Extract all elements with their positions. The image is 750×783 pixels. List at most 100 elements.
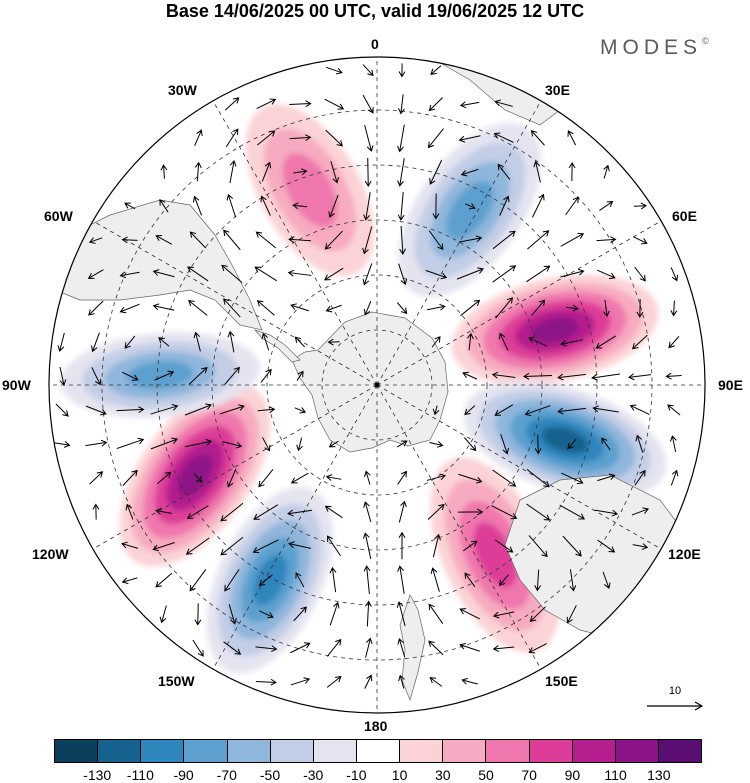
wind-arrow-icon [325,304,342,313]
wind-arrow-icon [427,303,446,311]
wind-arrow-icon [398,500,407,523]
wind-arrow-icon [362,532,372,559]
reference-arrow-icon [647,701,704,711]
wind-arrow-icon [222,441,243,449]
colorbar-tick-label: -130 [83,767,112,783]
wind-arrow-icon [396,601,406,627]
colorbar-swatch [98,740,142,762]
colorbar-swatch [615,740,659,762]
wind-arrow-icon [329,601,340,626]
wind-arrow-icon [155,572,173,588]
antarctica-landmass [291,311,449,453]
new-zealand-landmass [399,594,426,702]
wind-arrow-icon [252,539,279,554]
reference-vector-label: 10 [668,685,682,697]
wind-arrow-icon [427,503,445,520]
wind-arrow-icon [364,157,372,187]
wind-arrow-icon [116,437,145,450]
wind-arrow-icon [492,645,515,652]
wind-arrow-icon [599,201,614,211]
wind-arrow-icon [152,303,175,311]
wind-arrow-icon [566,605,577,624]
label-120e: 120E [668,546,701,562]
wind-arrow-icon [634,266,646,282]
wind-arrow-icon [226,193,237,218]
wind-arrow-icon [324,505,343,519]
wind-arrow-icon [530,130,545,146]
wind-arrow-icon [493,132,514,143]
wind-arrow-icon [287,269,312,277]
colorbar-swatch [184,740,228,762]
wind-arrow-icon [224,97,240,111]
wind-arrow-icon [557,407,586,415]
wind-arrow-icon [456,267,484,280]
wind-arrow-icon [561,472,584,485]
wind-arrow-icon [397,470,407,485]
wind-arrow-icon [325,129,343,147]
colorbar-tick-label: 30 [435,767,451,783]
wind-arrow-icon [432,533,441,558]
wind-arrow-icon [567,130,577,146]
wind-arrow-icon [224,568,240,592]
wind-arrow-icon [431,335,441,348]
wind-arrow-icon [288,541,312,549]
meridian-line [376,384,663,551]
wind-arrow-icon [121,541,139,549]
wind-arrow-icon [256,678,277,686]
wind-arrow-icon [398,63,406,78]
wind-arrow-icon [258,574,273,587]
wind-arrow-icon [185,537,210,555]
colorbar-swatch [443,740,487,762]
wind-arrow-icon [398,531,406,560]
wind-arrow-icon [398,94,405,115]
wind-arrow-icon [529,606,546,622]
map-border [48,56,706,714]
wind-arrow-icon [255,645,278,653]
wind-arrow-icon [596,236,617,244]
wind-arrow-icon [324,98,345,110]
wind-arrow-icon [223,229,241,251]
wind-arrow-icon [668,336,680,349]
wind-arrow-icon [492,469,517,487]
wind-arrow-icon [192,195,202,216]
wind-arrow-icon [458,235,483,243]
wind-arrow-icon [184,403,212,416]
wind-arrow-icon [220,502,244,522]
wind-arrow-icon [122,469,138,486]
wind-arrow-icon [188,366,208,385]
wind-arrow-icon [528,535,548,558]
wind-arrow-icon [296,437,303,452]
wind-arrow-icon [528,643,547,654]
wind-arrow-icon [532,193,545,218]
wind-arrow-icon [255,231,276,249]
wind-arrow-icon [560,339,583,347]
graticule [49,57,705,713]
wind-arrow-icon [500,434,510,455]
colorbar-ticks: -130 -110 -90 -70 -50 -30 -10 10 30 50 70 90 110 130 [0,767,750,783]
wind-arrow-icon [290,642,311,654]
wind-arrow-icon [59,366,67,386]
anomaly-contour [531,317,579,343]
wind-arrow-icon [194,161,202,182]
wind-arrow-icon [155,508,172,515]
anomaly-contour [541,426,589,454]
wind-arrow-icon [150,437,179,450]
colorbar-tick-label: 10 [391,767,408,783]
wind-arrow-icon [121,236,138,244]
wind-arrow-icon [364,674,373,689]
wind-arrow-icon [667,404,681,416]
wind-arrow-icon [464,405,476,416]
wind-arrow-icon [193,473,203,483]
wind-arrow-icon [633,202,648,210]
colorbar-tick-label: 50 [478,767,494,783]
wind-arrow-icon [597,269,616,280]
wind-arrow-icon [426,473,447,481]
wind-arrow-icon [565,196,579,216]
wind-arrow-icon [326,66,343,75]
wind-arrow-icon [158,337,170,347]
wind-arrow-icon [636,299,644,318]
wind-arrow-icon [194,129,203,147]
wind-arrow-icon [91,367,102,386]
wind-arrow-icon [328,440,339,448]
wind-arrow-icon [254,266,278,282]
